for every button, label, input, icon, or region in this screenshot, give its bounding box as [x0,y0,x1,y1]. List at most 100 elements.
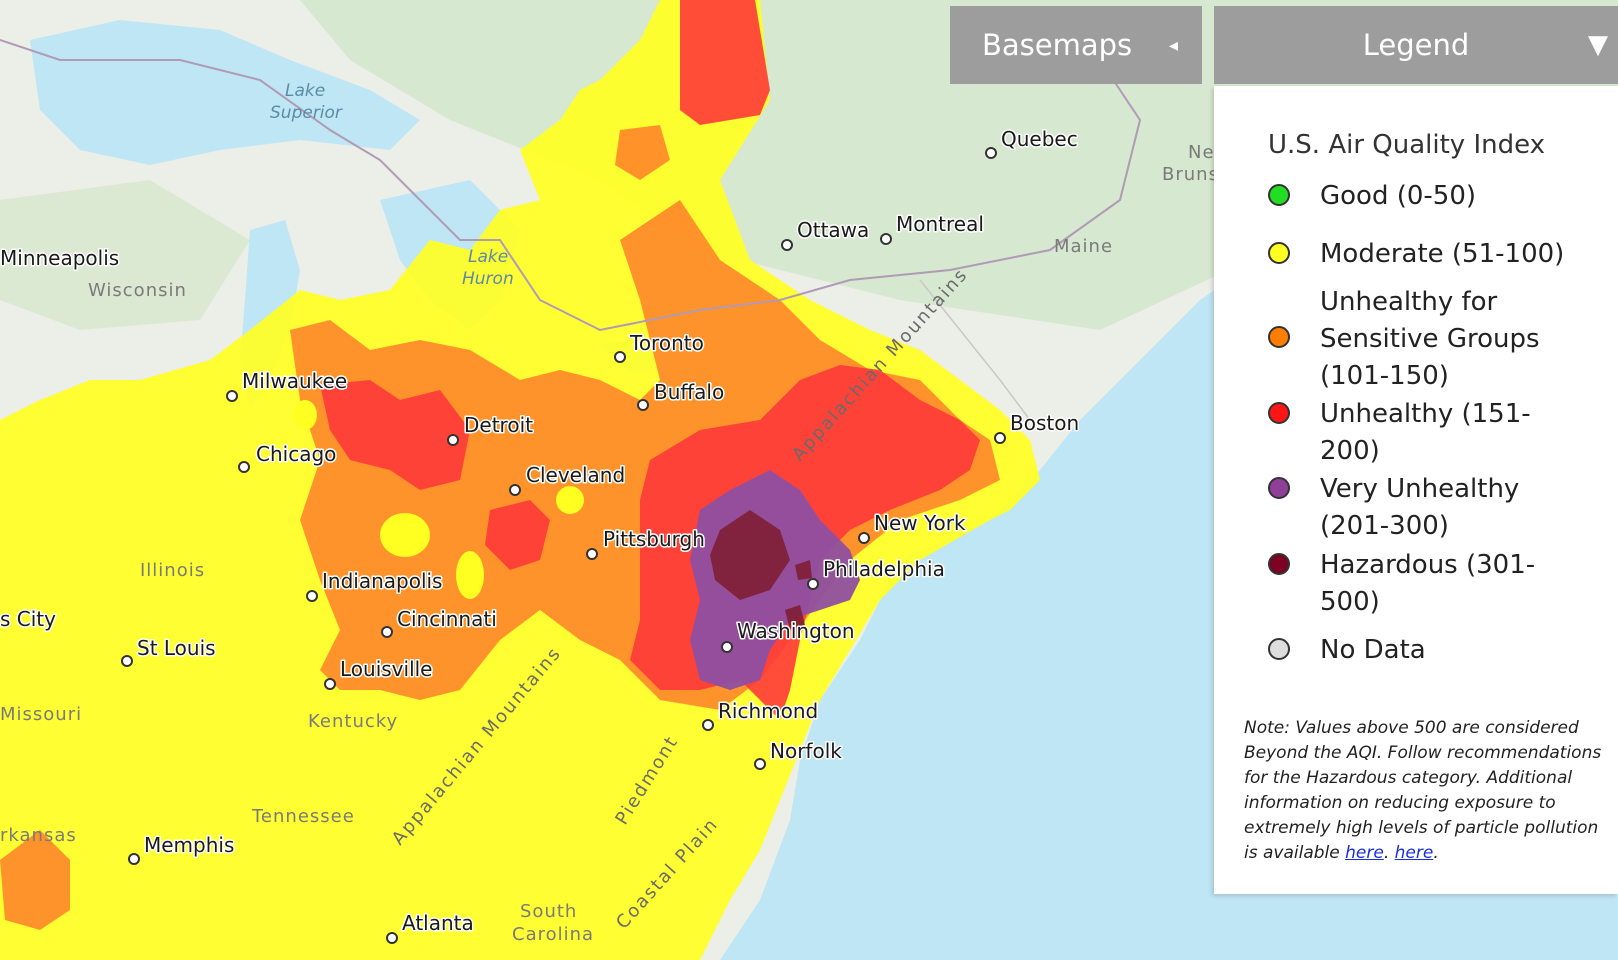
city-marker[interactable] [238,461,250,473]
region-label: Maine [1054,236,1113,257]
city-marker[interactable] [586,548,598,560]
region-label: Kentucky [308,711,398,732]
city-label: Philadelphia [823,557,945,581]
city-label: Toronto [629,331,704,355]
legend-item-label: No Data [1320,635,1426,665]
legend-item-hazardous: Hazardous (301-500) [1268,547,1580,621]
city-marker[interactable] [128,853,140,865]
region-label: South [520,901,577,922]
legend-label: Legend [1362,28,1470,62]
city-marker[interactable] [386,932,398,944]
aqi-hazardous-zone [710,510,790,600]
city-label: Detroit [464,413,533,437]
border-line [919,279,1031,421]
city-label: Washington [737,619,855,643]
legend-swatch [1268,638,1290,660]
legend-swatch [1268,477,1290,499]
city-label: New York [874,511,966,535]
legend-item-label: Unhealthy (151-200) [1320,399,1531,466]
legend-item-moderate: Moderate (51-100) [1268,236,1580,273]
city-label: Chicago [256,442,336,466]
city-label: Atlanta [402,911,474,935]
city-label: Richmond [718,699,818,723]
border-line [0,39,1142,332]
city-marker[interactable] [994,432,1006,444]
legend-button[interactable]: Legend ▼ [1214,6,1618,84]
city-marker[interactable] [447,434,459,446]
legend-swatch [1268,242,1290,264]
legend-item-label: Moderate (51-100) [1320,239,1565,269]
chevron-down-icon: ▼ [1588,30,1608,60]
city-marker[interactable] [306,590,318,602]
city-label: Buffalo [654,380,724,404]
basemaps-button[interactable]: Basemaps ◂ [950,6,1202,84]
legend-item-label: Very Unhealthy (201-300) [1320,474,1520,541]
legend-item-label: Good (0-50) [1320,181,1477,211]
city-marker[interactable] [121,655,133,667]
note-link[interactable]: here [1394,843,1434,863]
city-label: Pittsburgh [603,527,705,551]
region-label: Wisconsin [88,280,187,301]
legend-item-label: Unhealthy for Sensitive Groups (101-150) [1320,287,1540,391]
water-label: Superior [270,103,343,123]
city-label: Norfolk [770,739,842,763]
city-marker[interactable] [721,641,733,653]
legend-swatch [1268,326,1290,348]
city-label: Memphis [144,833,234,857]
city-marker[interactable] [781,239,793,251]
region-label: Ne [1188,142,1215,163]
city-label: Montreal [896,212,984,236]
city-marker[interactable] [880,233,892,245]
city-marker[interactable] [381,626,393,638]
city-marker[interactable] [807,578,819,590]
aqi-unhealthy-zone [320,380,470,490]
legend-item-unhealthy: Unhealthy (151-200) [1268,396,1580,470]
legend-item-very-unhealthy: Very Unhealthy (201-300) [1268,471,1580,545]
note-separator: . [1383,843,1395,863]
aqi-hazardous-zone [795,560,812,580]
aqi-unhealthy-zone [485,500,550,570]
forest-area [0,180,250,330]
region-label: rkansas [0,825,77,846]
city-label: Quebec [1001,127,1078,151]
region-label: Tennessee [251,806,355,827]
aqi-unhealthy-zone [680,0,770,125]
note-suffix: . [1433,843,1439,863]
legend-item-no-data: No Data [1268,632,1580,669]
legend-swatch [1268,553,1290,575]
city-marker[interactable] [226,390,238,402]
city-marker[interactable] [614,351,626,363]
aqi-usg-zone [0,830,70,930]
city-label: Milwaukee [242,369,347,393]
legend-item-usg: Unhealthy for Sensitive Groups (101-150) [1268,284,1580,395]
legend-swatch [1268,184,1290,206]
aqi-usg-zone [615,125,670,180]
basemaps-label: Basemaps [982,28,1133,62]
city-marker[interactable] [985,147,997,159]
city-marker[interactable] [324,678,336,690]
aqi-moderate-zone [556,486,584,514]
note-link[interactable]: here [1345,843,1384,863]
legend-item-good: Good (0-50) [1268,178,1580,215]
aqi-moderate-zone [293,400,317,430]
city-label: Boston [1010,411,1079,435]
legend-title: U.S. Air Quality Index [1268,130,1546,160]
region-label: Bruns [1162,164,1219,185]
region-label: Carolina [512,924,594,945]
city-marker[interactable] [637,399,649,411]
lake-superior [30,20,420,165]
aqi-moderate-zone [380,513,430,557]
city-label: Indianapolis [322,569,442,593]
legend-swatch [1268,402,1290,424]
city-marker[interactable] [858,532,870,544]
legend-item-label: Hazardous (301-500) [1320,550,1536,617]
city-marker[interactable] [754,758,766,770]
city-label: St Louis [137,636,216,660]
city-marker[interactable] [702,719,714,731]
city-label: Ottawa [797,218,869,242]
water-label: Lake [285,81,325,101]
city-marker[interactable] [509,484,521,496]
legend-panel: U.S. Air Quality Index Good (0-50) Moder… [1214,86,1618,894]
city-label: Cleveland [526,463,625,487]
